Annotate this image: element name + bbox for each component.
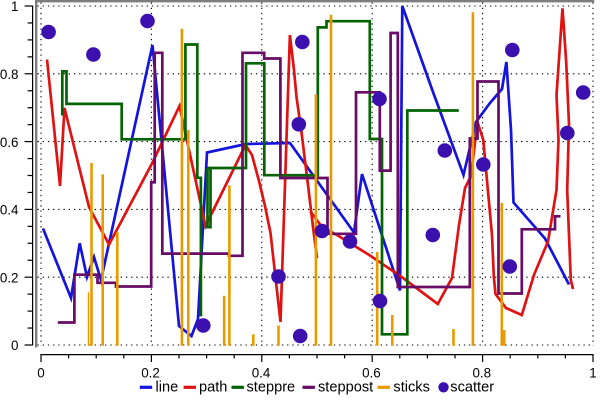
svg-text:0: 0 [37, 365, 44, 380]
svg-text:path: path [199, 380, 227, 396]
svg-text:0: 0 [11, 338, 18, 353]
svg-text:0.8: 0.8 [0, 67, 19, 82]
svg-text:scatter: scatter [450, 380, 494, 396]
svg-text:sticks: sticks [393, 380, 429, 396]
svg-text:line: line [156, 380, 179, 396]
svg-text:steppost: steppost [318, 380, 373, 396]
svg-text:steppre: steppre [247, 380, 296, 396]
svg-text:1: 1 [589, 365, 596, 380]
svg-text:0.6: 0.6 [362, 365, 381, 380]
svg-text:0.2: 0.2 [0, 270, 19, 285]
svg-text:0.2: 0.2 [141, 365, 160, 380]
svg-text:1: 1 [11, 0, 18, 14]
svg-text:0.4: 0.4 [252, 365, 271, 380]
svg-text:0.4: 0.4 [0, 203, 19, 218]
svg-text:0.8: 0.8 [472, 365, 491, 380]
svg-text:0.6: 0.6 [0, 135, 19, 150]
